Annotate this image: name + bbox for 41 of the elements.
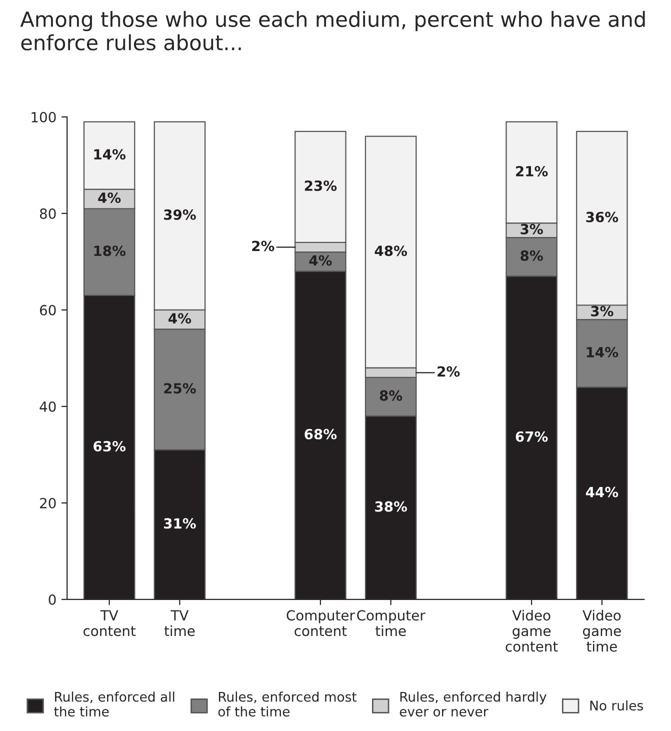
data-label: 18%	[94, 246, 126, 256]
data-label: 23%	[304, 180, 337, 191]
data-label: 4%	[168, 313, 192, 324]
chart-title: Among those who use each medium, percent who have and enforce rules about...	[20, 10, 645, 50]
legend-label: Rules, enforced hardly ever or never	[400, 692, 546, 717]
data-label: 48%	[374, 246, 407, 256]
x-tick-label: Computer time	[357, 610, 426, 636]
y-tick-label: 80	[40, 208, 56, 219]
data-label: 36%	[586, 212, 618, 222]
data-label: 44%	[586, 486, 618, 498]
y-tick-label: 60	[40, 304, 56, 316]
data-label: 2%	[438, 366, 460, 377]
data-label: 63%	[94, 440, 126, 452]
y-tick-label: 100	[32, 112, 56, 122]
x-tick-label: Computer content	[286, 610, 355, 636]
data-label: 3%	[520, 224, 543, 234]
x-tick-label: Video game content	[506, 610, 558, 652]
data-label: 25%	[164, 383, 196, 394]
y-tick-label: 40	[40, 401, 56, 412]
y-tick-label: 0	[48, 594, 56, 605]
data-label: 4%	[98, 192, 121, 204]
data-label: 14%	[586, 346, 618, 358]
x-tick-label: Video game time	[582, 610, 621, 652]
data-label: 67%	[516, 431, 548, 442]
data-label: 8%	[520, 250, 543, 261]
data-label: 39%	[164, 209, 196, 220]
legend-label: Rules, enforced most of the time	[218, 692, 357, 717]
data-label: 2%	[252, 240, 274, 252]
data-label: 8%	[380, 390, 402, 401]
data-label: 14%	[94, 149, 126, 160]
data-label: 21%	[516, 166, 548, 176]
legend-label: Rules, enforced all the time	[54, 692, 174, 717]
y-tick-label: 20	[40, 498, 56, 508]
x-tick-label: TV content	[84, 610, 136, 636]
x-tick-label: TV time	[164, 610, 195, 636]
legend-label: No rules	[590, 700, 643, 711]
data-label: 68%	[304, 428, 337, 440]
data-label: 3%	[591, 306, 614, 316]
data-label: 4%	[309, 255, 332, 266]
data-label: 38%	[375, 501, 407, 512]
data-label: 31%	[164, 518, 196, 529]
